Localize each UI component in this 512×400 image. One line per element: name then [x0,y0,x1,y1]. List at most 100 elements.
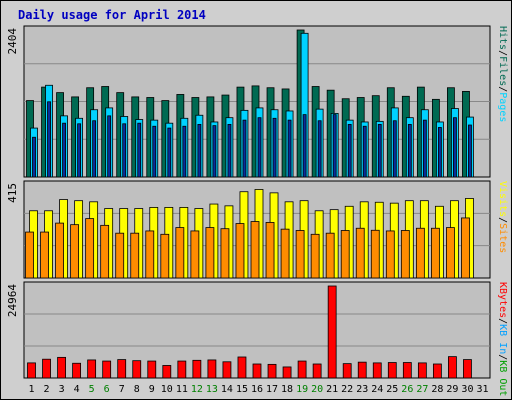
bar-kbytes-day-18 [282,366,292,379]
x-tick-label: 21 [326,384,338,395]
bar-pages-day-6 [107,115,112,178]
bar-sites-day-17 [265,222,275,279]
bar-sites-day-21 [325,232,335,279]
bar-kbytes-day-19 [297,360,307,379]
hits-files-pages-panel: 2404 Hits/Files/Pages [6,25,508,178]
bar-pages-day-3 [62,122,66,178]
x-tick-label: 27 [416,384,428,395]
legend-item: Sites [497,223,508,253]
bar-sites-day-28 [430,227,440,279]
legend-item: / [497,318,508,324]
bar-kbytes-day-26 [402,362,412,379]
x-tick-label: 24 [371,384,383,395]
bar-kbytes-day-25 [387,362,397,379]
bar-kbytes-day-28 [432,363,442,379]
legend-label: KBytes/KB In/KB Out [497,282,508,396]
bar-sites-day-18 [280,228,290,279]
bar-kbytes-day-22 [342,363,352,379]
bar-kbytes-day-10 [162,365,172,379]
legend-item: / [497,50,508,56]
x-tick-label: 31 [476,384,488,395]
bar-pages-day-10 [167,127,172,178]
x-tick-label: 26 [401,384,413,395]
legend-item: / [497,217,508,223]
bar-sites-day-29 [446,227,455,279]
bar-pages-day-29 [453,117,457,178]
bar-pages-day-8 [137,122,142,178]
bar-pages-day-22 [347,124,352,178]
x-tick-label: 15 [236,384,248,395]
bar-kbytes-day-14 [222,361,232,379]
bar-kbytes-day-2 [42,358,51,379]
x-tick-label: 4 [74,384,80,395]
bar-pages-day-17 [272,117,277,178]
bar-pages-day-15 [242,119,247,178]
x-tick-label: 8 [134,384,140,395]
bar-pages-day-24 [377,124,382,178]
x-tick-label: 30 [461,384,473,395]
x-tick-label: 14 [221,384,233,395]
bar-sites-day-11 [175,227,185,279]
legend-item: KBytes [497,282,508,318]
x-tick-label: 12 [191,384,203,395]
bar-pages-day-4 [77,123,82,178]
bar-kbytes-day-3 [57,356,66,379]
bar-kbytes-day-6 [102,360,112,379]
legend-item: Files [497,56,508,86]
bar-sites-day-4 [70,224,80,279]
bar-sites-day-27 [415,227,425,279]
bar-kbytes-day-30 [463,359,472,379]
y-max-label: 2404 [6,28,19,55]
bar-sites-day-25 [385,230,395,279]
kbytes-panel: 24964 KBytes/KB In/KB Out [6,281,508,396]
bar-pages-day-25 [392,120,397,178]
bar-sites-day-30 [461,217,470,279]
x-tick-label: 23 [356,384,368,395]
legend-item: KB In [497,324,508,354]
bar-kbytes-day-17 [267,363,277,379]
y-max-label: 415 [6,183,19,203]
bar-sites-day-12 [190,230,200,279]
bar-pages-day-18 [287,119,292,178]
plot-area [23,281,491,379]
bar-pages-day-21 [332,114,337,178]
legend-item: / [497,354,508,360]
x-tick-label: 19 [296,384,308,395]
bar-pages-day-11 [182,125,187,178]
x-tick-label: 10 [161,384,173,395]
bar-pages-day-12 [197,124,202,178]
bar-kbytes-day-16 [252,363,262,379]
x-tick-label: 3 [59,384,65,395]
bar-kbytes-day-13 [207,359,217,379]
bar-pages-day-26 [407,124,412,178]
bar-sites-day-16 [250,221,260,279]
bar-pages-day-20 [317,120,322,178]
bar-pages-day-14 [227,124,232,178]
x-tick-label: 17 [266,384,278,395]
legend-item: KB Out [497,360,508,396]
x-tick-label: 29 [446,384,458,395]
bar-sites-day-13 [205,227,215,279]
x-tick-label: 1 [29,384,35,395]
bar-kbytes-day-4 [72,362,82,379]
x-tick-label: 6 [104,384,110,395]
legend-item: Visits [497,181,508,217]
bar-kbytes-day-7 [117,359,127,379]
bar-sites-day-2 [40,231,49,279]
chart-title: Daily usage for April 2014 [18,8,206,22]
x-tick-label: 16 [251,384,263,395]
bar-sites-day-6 [100,224,110,279]
bar-sites-day-7 [115,232,125,279]
bar-sites-day-3 [55,222,64,279]
bar-sites-day-1 [25,231,34,279]
bar-sites-day-24 [370,229,380,279]
bar-sites-day-20 [310,233,320,279]
x-tick-label: 25 [386,384,398,395]
bar-sites-day-10 [160,233,170,279]
bar-pages-day-28 [437,127,442,178]
x-tick-label: 11 [176,384,188,395]
bar-kbytes-day-9 [147,360,157,379]
bar-pages-day-27 [422,119,427,178]
legend-item: / [497,86,508,92]
x-tick-label: 28 [431,384,443,395]
